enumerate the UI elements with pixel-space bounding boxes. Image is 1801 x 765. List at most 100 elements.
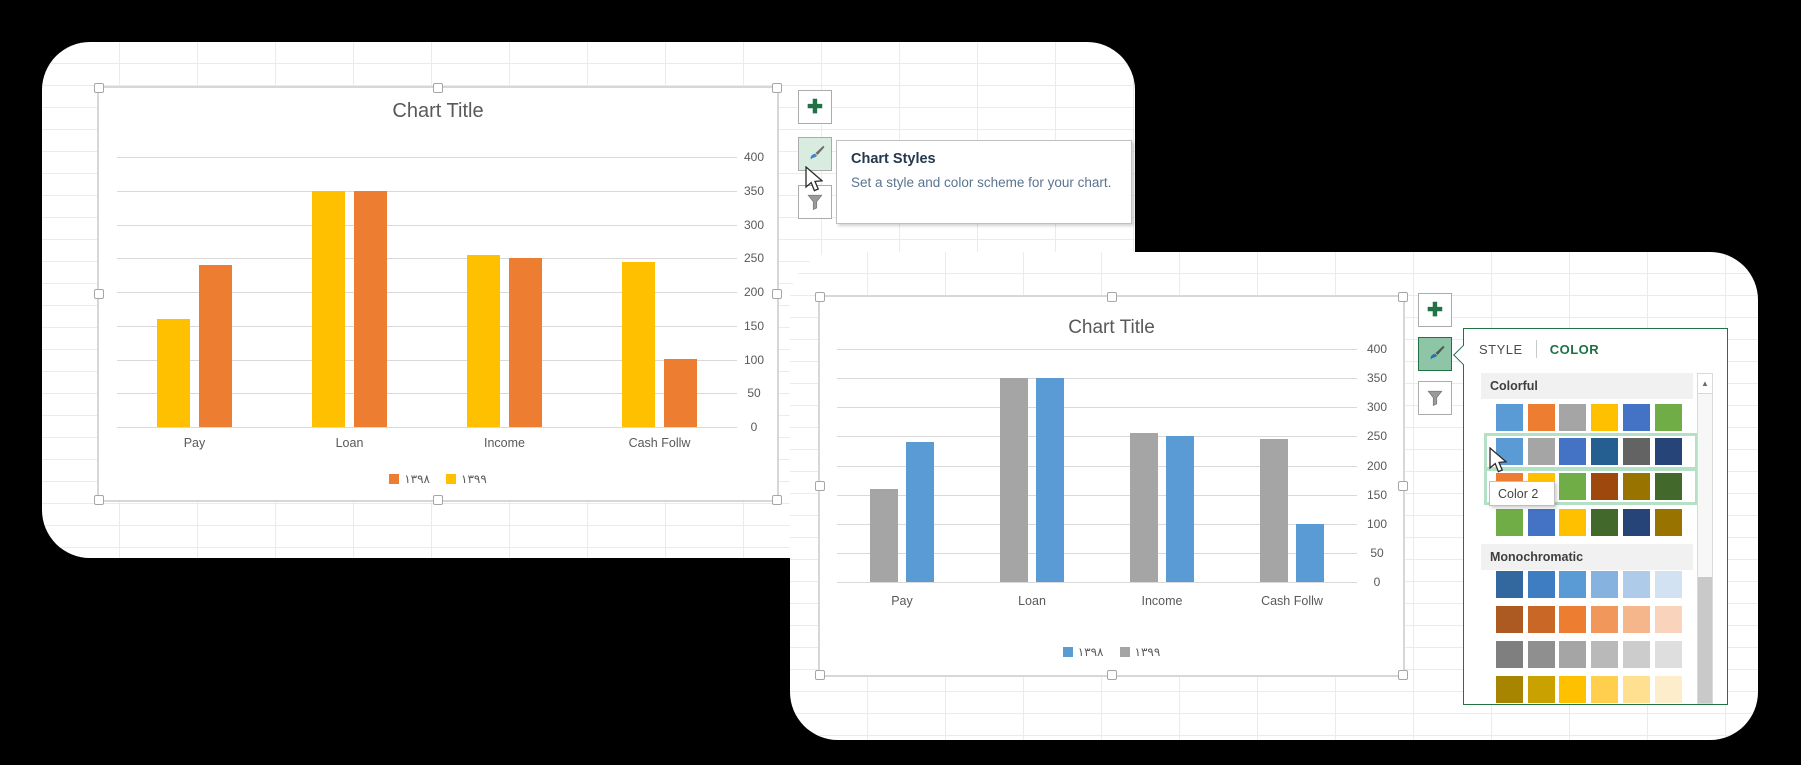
selection-handle[interactable] bbox=[94, 289, 104, 299]
color-swatch bbox=[1559, 509, 1587, 536]
bar-series1-loan[interactable] bbox=[312, 191, 345, 427]
selection-handle[interactable] bbox=[94, 83, 104, 93]
palette-row[interactable] bbox=[1484, 404, 1698, 431]
tab-color[interactable]: COLOR bbox=[1549, 341, 1600, 357]
selection-handle[interactable] bbox=[1398, 481, 1408, 491]
selection-handle[interactable] bbox=[772, 83, 782, 93]
bar-series1-cash-follw[interactable] bbox=[1260, 439, 1288, 582]
gridline bbox=[117, 427, 737, 428]
chart-styles-button[interactable] bbox=[798, 137, 832, 171]
gridline bbox=[837, 378, 1357, 380]
color-swatch bbox=[1496, 404, 1523, 431]
palette-section-header: Colorful bbox=[1481, 373, 1693, 399]
y-axis-tick-label: 200 bbox=[1366, 458, 1388, 473]
legend-swatch bbox=[389, 474, 400, 484]
bar-series0-cash-follw[interactable] bbox=[664, 359, 697, 427]
plus-icon: ✚ bbox=[1427, 299, 1443, 321]
selection-handle[interactable] bbox=[772, 289, 782, 299]
bar-series1-pay[interactable] bbox=[870, 489, 898, 582]
y-axis-tick-label: 0 bbox=[750, 420, 758, 434]
selection-handle[interactable] bbox=[433, 495, 443, 505]
scroll-up-arrow-icon[interactable]: ▲ bbox=[1698, 374, 1712, 394]
tab-style[interactable]: STYLE bbox=[1479, 341, 1523, 357]
paintbrush-icon bbox=[1424, 343, 1446, 365]
y-axis-tick-label: 50 bbox=[1370, 545, 1384, 560]
bar-series0-income[interactable] bbox=[1166, 436, 1194, 582]
selection-handle[interactable] bbox=[1106, 670, 1117, 680]
palette-row[interactable] bbox=[1484, 606, 1698, 633]
legend-item-series1[interactable]: ۱۳۹۹ bbox=[446, 472, 487, 486]
selection-handle[interactable] bbox=[1398, 670, 1408, 680]
selection-handle[interactable] bbox=[815, 481, 825, 491]
chart-filters-button[interactable] bbox=[1418, 381, 1452, 415]
chart-styles-button[interactable] bbox=[1418, 337, 1452, 371]
gridline bbox=[837, 582, 1357, 583]
palette-scrollbar[interactable]: ▲ bbox=[1697, 373, 1713, 704]
legend-item-series1[interactable]: ۱۳۹۹ bbox=[1119, 645, 1160, 659]
bar-series1-loan[interactable] bbox=[1000, 378, 1028, 582]
palette-row[interactable] bbox=[1484, 509, 1698, 536]
chart-elements-button[interactable]: ✚ bbox=[1418, 293, 1452, 327]
color-swatch bbox=[1496, 571, 1523, 598]
gridline bbox=[117, 157, 737, 158]
color-swatch bbox=[1591, 438, 1619, 465]
selection-handle[interactable] bbox=[815, 670, 825, 680]
scrollbar-thumb[interactable] bbox=[1698, 577, 1712, 703]
color-swatch bbox=[1496, 676, 1523, 703]
gridline bbox=[837, 436, 1357, 438]
gridline bbox=[837, 523, 1357, 525]
gridline bbox=[117, 258, 737, 260]
bar-series1-income[interactable] bbox=[467, 255, 500, 427]
color-swatch bbox=[1622, 571, 1650, 598]
paintbrush-icon bbox=[804, 143, 826, 165]
gridline bbox=[117, 359, 737, 361]
bar-series0-loan[interactable] bbox=[354, 191, 387, 427]
y-axis-tick-label: 350 bbox=[743, 183, 765, 198]
funnel-icon bbox=[805, 192, 825, 212]
legend-swatch bbox=[446, 474, 456, 484]
x-axis-category-label: Income bbox=[484, 436, 525, 450]
chart-object-back[interactable]: Chart Title 0 50 100 150 200 250 300 350 400 Pay Lo… bbox=[94, 83, 782, 505]
bar-series0-loan[interactable] bbox=[1036, 378, 1064, 582]
color-swatch bbox=[1654, 606, 1682, 633]
bar-series0-pay[interactable] bbox=[906, 442, 934, 582]
color-swatch bbox=[1527, 641, 1555, 668]
y-axis-tick-label: 200 bbox=[743, 285, 765, 299]
palette-row[interactable] bbox=[1484, 641, 1698, 668]
y-axis-tick-label: 400 bbox=[743, 150, 765, 164]
palette-row[interactable] bbox=[1484, 438, 1698, 465]
color-swatch bbox=[1496, 641, 1523, 668]
bar-series1-income[interactable] bbox=[1130, 433, 1158, 582]
selection-handle[interactable] bbox=[433, 83, 443, 93]
selection-handle[interactable] bbox=[772, 495, 782, 505]
color-swatch bbox=[1622, 404, 1650, 431]
tooltip-title: Chart Styles bbox=[851, 151, 936, 167]
bar-series1-cash-follw[interactable] bbox=[622, 262, 655, 427]
y-axis-tick-label: 50 bbox=[747, 386, 761, 401]
gridline bbox=[117, 292, 737, 293]
selection-handle[interactable] bbox=[94, 495, 104, 505]
bar-series0-income[interactable] bbox=[509, 258, 542, 427]
chart-elements-button[interactable]: ✚ bbox=[798, 90, 832, 124]
color-swatch bbox=[1622, 438, 1650, 465]
y-axis-tick-label: 400 bbox=[1366, 342, 1388, 356]
chart-object-front[interactable]: Chart Title 0 50 100 150 200 250 300 350 400 Pay Lo… bbox=[815, 292, 1408, 680]
selection-handle[interactable] bbox=[815, 292, 825, 302]
bar-series1-pay[interactable] bbox=[157, 319, 190, 427]
legend-item-series0[interactable]: ۱۳۹۸ bbox=[389, 472, 430, 486]
legend-item-series0[interactable]: ۱۳۹۸ bbox=[1062, 645, 1104, 659]
bar-series0-pay[interactable] bbox=[199, 265, 232, 427]
legend-label: ۱۳۹۸ bbox=[404, 472, 430, 486]
color-swatch bbox=[1654, 571, 1682, 598]
bar-series0-cash-follw[interactable] bbox=[1296, 524, 1324, 582]
selection-handle[interactable] bbox=[1398, 292, 1408, 302]
selection-handle[interactable] bbox=[1106, 292, 1117, 302]
color-swatch bbox=[1622, 606, 1650, 633]
chart-style-color-panel: STYLE COLOR Colorful Monochromatic ▲ Colo… bbox=[1463, 328, 1728, 705]
palette-row[interactable] bbox=[1484, 676, 1698, 703]
y-axis-tick-label: 250 bbox=[1366, 429, 1388, 444]
palette-row[interactable] bbox=[1484, 571, 1698, 598]
gridline bbox=[837, 349, 1357, 350]
palette-section-header: Monochromatic bbox=[1481, 544, 1693, 570]
color-swatch bbox=[1591, 641, 1619, 668]
